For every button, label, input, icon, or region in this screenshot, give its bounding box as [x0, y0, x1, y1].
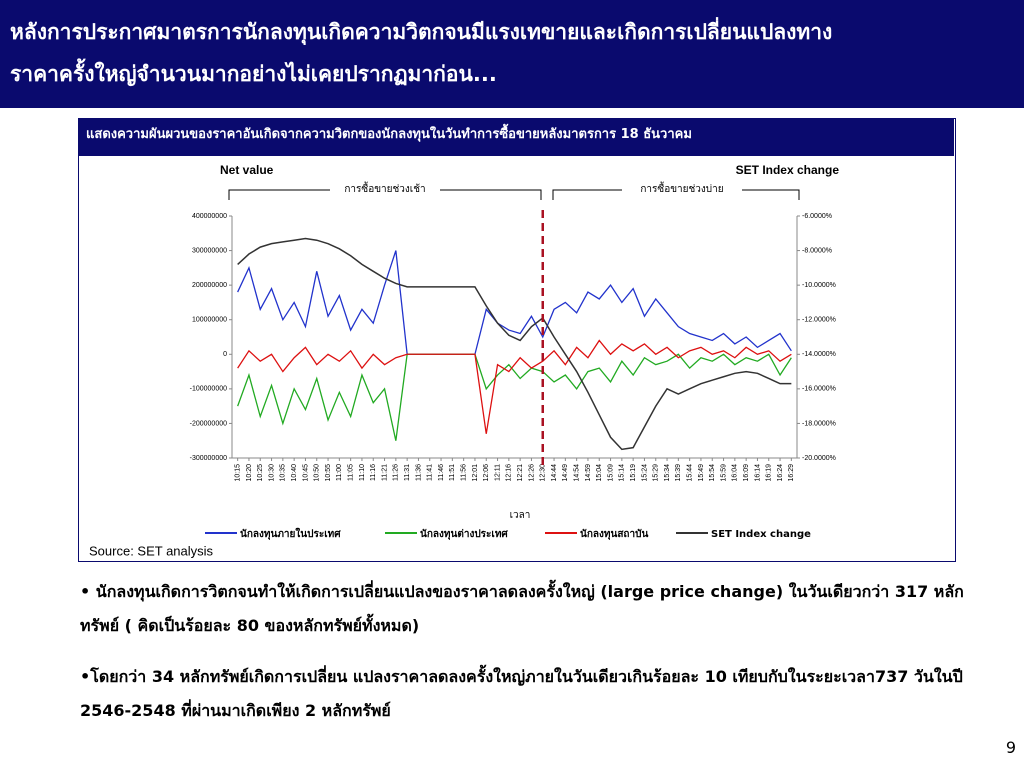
x-tick-label: 11:31 — [404, 464, 411, 481]
bracket — [552, 189, 800, 200]
x-tick-label: 10:30 — [268, 464, 275, 482]
x-tick-label: 10:15 — [234, 464, 241, 482]
y-tick-label: 300000000 — [192, 247, 227, 254]
series-line — [237, 237, 792, 451]
x-tick-label: 15:39 — [675, 464, 682, 482]
y2-tick-label: -20.0000% — [802, 455, 836, 462]
y-tick-label: 100000000 — [192, 317, 227, 324]
x-tick-label: 10:20 — [246, 464, 253, 482]
x-tick-label: 12:26 — [528, 464, 535, 482]
header: หลังการประกาศมาตรการนักลงทุนเกิดความวิตก… — [0, 0, 1024, 108]
x-tick-label: 15:29 — [653, 464, 660, 482]
x-tick-label: 11:00 — [336, 464, 343, 481]
x-tick-label: 11:46 — [438, 464, 445, 481]
x-axis-label: เวลา — [510, 510, 531, 521]
x-tick-label: 10:40 — [291, 464, 298, 482]
y-tick-label: -300000000 — [190, 455, 227, 462]
x-tick-label: 16:29 — [788, 464, 795, 482]
y2-tick-label: -18.0000% — [802, 420, 836, 427]
x-tick-label: 12:21 — [517, 464, 524, 482]
legend-label: SET Index change — [711, 529, 811, 540]
x-tick-label: 15:19 — [630, 464, 637, 482]
x-tick-label: 11:05 — [347, 464, 354, 481]
x-tick-label: 15:34 — [664, 464, 671, 482]
bracket — [228, 189, 542, 200]
x-tick-label: 11:16 — [370, 464, 377, 481]
x-tick-label: 15:54 — [709, 464, 716, 482]
x-tick-label: 10:45 — [302, 464, 309, 482]
x-tick-label: 11:26 — [393, 464, 400, 481]
x-tick-label: 14:44 — [551, 464, 558, 482]
series-line — [237, 339, 792, 434]
x-tick-label: 10:55 — [325, 464, 332, 482]
legend-label: นักลงทุนสถาบัน — [580, 528, 648, 540]
y-tick-label: 0 — [223, 351, 227, 358]
x-tick-label: 12:01 — [472, 464, 479, 482]
x-tick-label: 15:09 — [607, 464, 614, 482]
x-tick-label: 11:56 — [460, 464, 467, 481]
source: Source: SET analysis — [89, 543, 214, 558]
series-line — [237, 250, 792, 355]
x-tick-label: 11:51 — [449, 464, 456, 481]
title-line: ราคาครั้งใหญ่จำนวนมากอย่างไม่เคยปรากฏมาก… — [10, 62, 497, 86]
x-tick-label: 16:24 — [777, 464, 784, 482]
y-tick-label: -200000000 — [190, 420, 227, 427]
x-tick-label: 16:09 — [743, 464, 750, 482]
bullet: • นักลงทุนเกิดการวิตกจนทำให้เกิดการเปลี่… — [80, 582, 964, 635]
page-number: 9 — [1005, 738, 1016, 757]
x-tick-label: 11:41 — [427, 464, 434, 481]
x-tick-label: 14:49 — [562, 464, 569, 482]
x-tick-label: 10:35 — [280, 464, 287, 482]
x-tick-label: 10:50 — [314, 464, 321, 482]
x-tick-label: 15:59 — [720, 464, 727, 482]
x-tick-label: 14:54 — [573, 464, 580, 482]
x-tick-label: 12:11 — [494, 464, 501, 481]
y2-tick-label: -16.0000% — [802, 386, 836, 393]
x-tick-label: 12:06 — [483, 464, 490, 482]
x-tick-label: 16:19 — [766, 464, 773, 482]
bullet: •โดยกว่า 34 หลักทรัพย์เกิดการเปลี่ยน แปล… — [80, 667, 963, 720]
y2-tick-label: -10.0000% — [802, 282, 836, 289]
y2-tick-label: -14.0000% — [802, 351, 836, 358]
x-tick-label: 16:14 — [754, 464, 761, 482]
y2-axis-label: SET Index change — [736, 163, 840, 177]
x-tick-label: 12:30 — [540, 464, 547, 482]
y-tick-label: 200000000 — [192, 282, 227, 289]
legend-label: นักลงทุนต่างประเทศ — [420, 528, 508, 540]
series-line — [237, 353, 792, 441]
box-title: แสดงความผันผวนของราคาอันเกิดจากความวิตกข… — [78, 118, 954, 156]
y-axis-label: Net value — [220, 163, 274, 177]
annotation: การซื้อขายช่วงบ่าย — [640, 181, 723, 195]
x-tick-label: 14:59 — [585, 464, 592, 482]
x-tick-label: 12:16 — [506, 464, 513, 482]
y-tick-label: 400000000 — [192, 213, 227, 220]
y2-tick-label: -6.0000% — [802, 213, 832, 220]
y2-tick-label: -8.0000% — [802, 247, 832, 254]
x-tick-label: 16:04 — [732, 464, 739, 482]
title-line: หลังการประกาศมาตรการนักลงทุนเกิดความวิตก… — [10, 20, 833, 44]
x-tick-label: 15:24 — [641, 464, 648, 482]
x-tick-label: 15:49 — [698, 464, 705, 482]
y2-tick-label: -12.0000% — [802, 317, 836, 324]
legend-label: นักลงทุนภายในประเทศ — [240, 527, 341, 540]
chart-body: Net value SET Index change การซื้อขายช่ว… — [89, 163, 839, 558]
x-tick-label: 11:21 — [381, 464, 388, 481]
x-tick-label: 11:10 — [359, 464, 366, 481]
x-tick-label: 11:36 — [415, 464, 422, 481]
x-tick-label: 10:25 — [257, 464, 264, 482]
y-tick-label: -100000000 — [190, 386, 227, 393]
chart: Net value SET Index change การซื้อขายช่ว… — [89, 163, 839, 558]
annotation: การซื้อขายช่วงเช้า — [344, 181, 425, 195]
x-tick-label: 15:04 — [596, 464, 603, 482]
x-tick-label: 15:14 — [619, 464, 626, 482]
x-tick-label: 15:44 — [686, 464, 693, 482]
